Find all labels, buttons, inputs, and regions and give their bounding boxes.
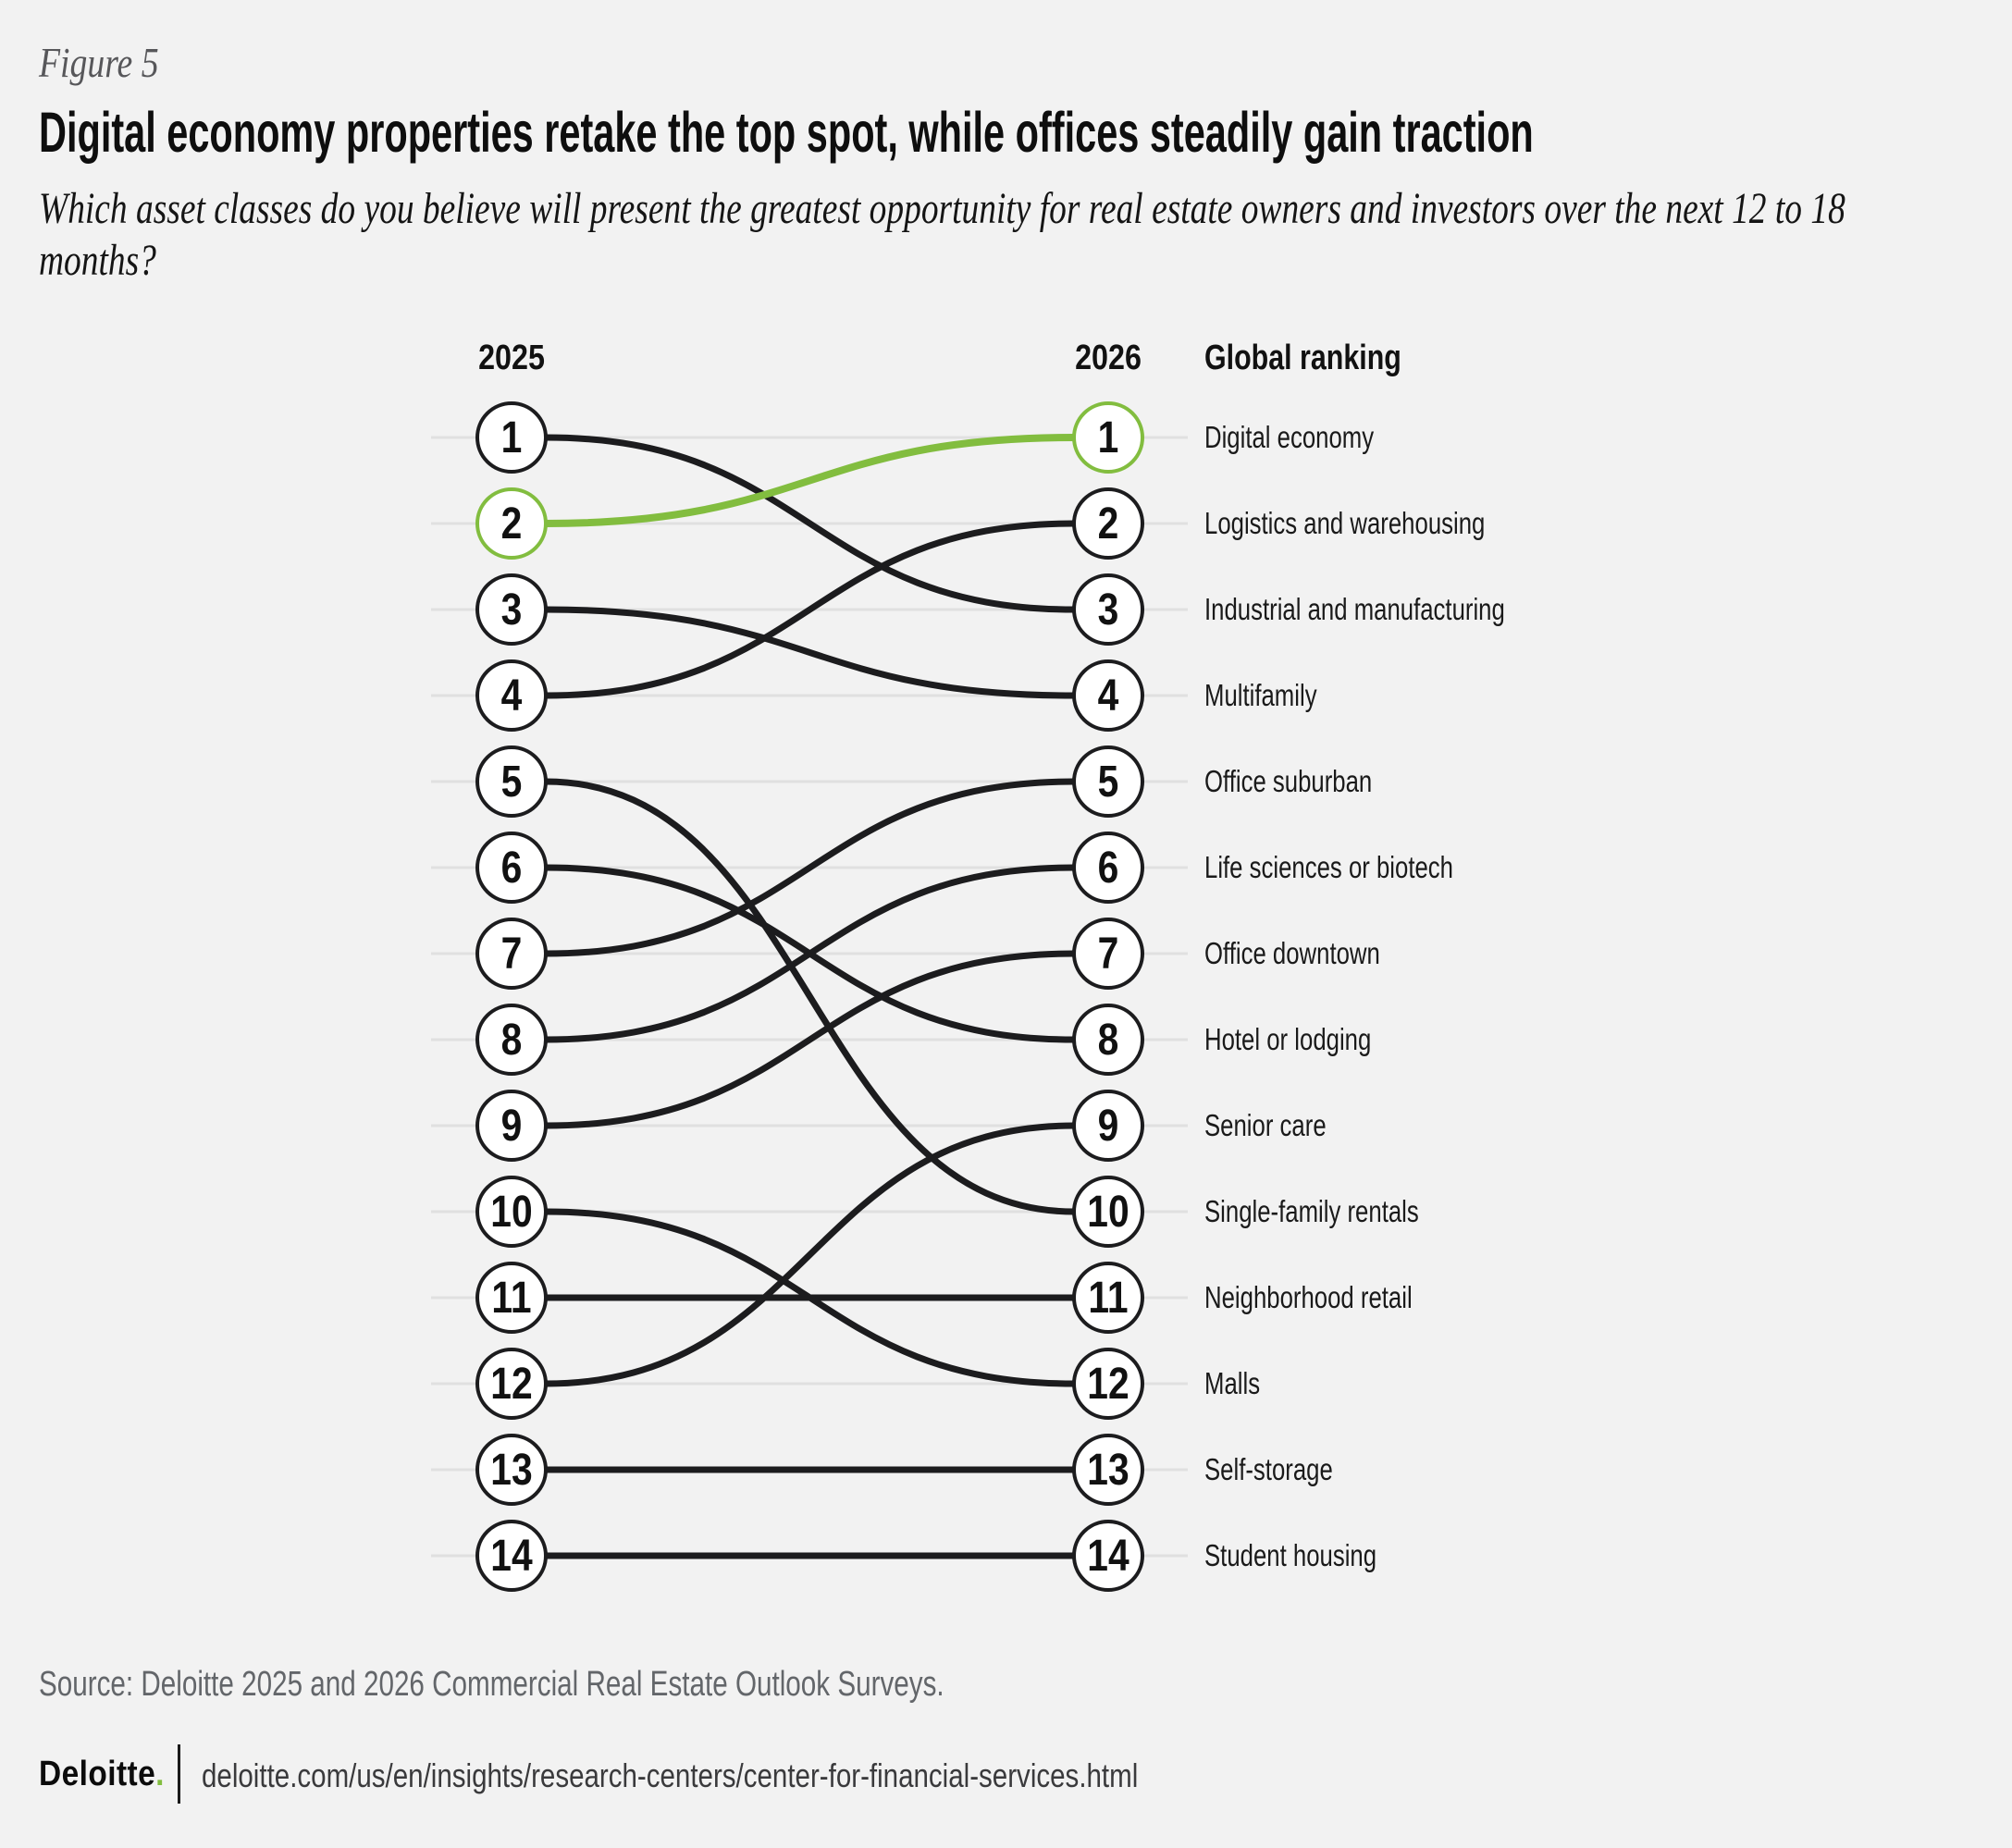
rank-circle-left bbox=[475, 832, 548, 904]
deloitte-logo-text: Deloitte bbox=[39, 1755, 156, 1793]
rank-number-2026: 3 bbox=[1097, 585, 1119, 634]
rank-circle-right bbox=[1072, 1434, 1144, 1506]
rank-number-2026: 7 bbox=[1097, 929, 1119, 979]
figure-label: Figure 5 bbox=[39, 39, 159, 86]
rank-number-2026: 8 bbox=[1097, 1015, 1119, 1065]
footer-divider bbox=[178, 1744, 180, 1804]
rank-circle-left bbox=[475, 1176, 548, 1248]
rank-number-2025: 11 bbox=[491, 1273, 532, 1323]
rank-number-2026: 11 bbox=[1088, 1273, 1129, 1323]
ranking-label: Malls bbox=[1204, 1366, 1261, 1400]
rank-circle-right bbox=[1072, 832, 1144, 904]
rank-circle-left bbox=[475, 1434, 548, 1506]
rank-circle-left bbox=[475, 1348, 548, 1420]
source-note: Source: Deloitte 2025 and 2026 Commercia… bbox=[39, 1665, 944, 1704]
rank-connector-line bbox=[545, 778, 1075, 1215]
rank-connector-line bbox=[545, 778, 1075, 957]
rank-circle-right bbox=[1072, 659, 1144, 732]
slope-chart-canvas bbox=[431, 401, 1188, 1592]
ranking-label: Office suburban bbox=[1204, 764, 1373, 798]
rank-connector-line bbox=[545, 950, 1075, 1129]
rank-number-2025: 7 bbox=[500, 929, 523, 979]
ranking-label: Industrial and manufacturing bbox=[1204, 592, 1505, 626]
rank-number-2026: 14 bbox=[1087, 1531, 1129, 1581]
rank-connector-line bbox=[545, 520, 1075, 699]
ranking-label: Self-storage bbox=[1204, 1452, 1333, 1486]
rank-number-2025: 4 bbox=[500, 671, 523, 721]
deloitte-logo-green-dot: . bbox=[155, 1755, 165, 1793]
rank-number-2026: 13 bbox=[1087, 1445, 1129, 1495]
rank-circle-left bbox=[475, 1004, 548, 1076]
ranking-label: Neighborhood retail bbox=[1204, 1280, 1413, 1314]
rank-number-2026: 2 bbox=[1097, 499, 1119, 548]
rank-number-2026: 1 bbox=[1097, 413, 1119, 462]
rank-circle-left bbox=[475, 1090, 548, 1162]
rank-connector-line bbox=[545, 434, 1075, 613]
rank-circle-right bbox=[1072, 1176, 1144, 1248]
rank-circle-right bbox=[1072, 487, 1144, 560]
ranking-label: Logistics and warehousing bbox=[1204, 506, 1486, 540]
rank-connector-line bbox=[545, 434, 1075, 527]
ranking-label: Life sciences or biotech bbox=[1204, 850, 1453, 884]
rank-circle-right bbox=[1072, 1262, 1144, 1334]
ranking-label: Digital economy bbox=[1204, 420, 1375, 454]
rank-number-2026: 10 bbox=[1087, 1187, 1129, 1237]
rank-connector-line bbox=[545, 606, 1075, 699]
rank-number-2026: 6 bbox=[1097, 843, 1119, 893]
ranking-label: Single-family rentals bbox=[1204, 1194, 1419, 1228]
column-header-2025: 2025 bbox=[478, 339, 545, 377]
rank-circle-left bbox=[475, 487, 548, 560]
ranking-label: Multifamily bbox=[1204, 678, 1317, 712]
rank-circle-left bbox=[475, 1520, 548, 1592]
rank-number-2025: 9 bbox=[500, 1101, 523, 1151]
rank-circle-right bbox=[1072, 401, 1144, 474]
rank-number-2025: 6 bbox=[500, 843, 523, 893]
rank-number-2025: 12 bbox=[490, 1359, 533, 1409]
footer-url[interactable]: deloitte.com/us/en/insights/research-cen… bbox=[202, 1756, 1139, 1794]
ranking-label: Senior care bbox=[1204, 1108, 1327, 1142]
column-header-2026: 2026 bbox=[1075, 339, 1142, 377]
rank-connector-line bbox=[545, 864, 1075, 1043]
chart-subtitle: Which asset classes do you believe will … bbox=[39, 184, 1845, 285]
rank-connector-line bbox=[545, 1122, 1075, 1387]
rank-number-2025: 5 bbox=[500, 757, 523, 807]
rank-circle-right bbox=[1072, 745, 1144, 818]
rank-circle-left bbox=[475, 1262, 548, 1334]
rank-circle-right bbox=[1072, 573, 1144, 646]
ranking-label: Office downtown bbox=[1204, 936, 1380, 970]
rank-number-2025: 2 bbox=[500, 499, 523, 548]
rank-circle-left bbox=[475, 573, 548, 646]
rank-number-2026: 5 bbox=[1097, 757, 1119, 807]
rank-number-2025: 1 bbox=[500, 413, 523, 462]
ranking-label: Hotel or lodging bbox=[1204, 1022, 1372, 1056]
rank-circle-right bbox=[1072, 1520, 1144, 1592]
rank-number-2026: 9 bbox=[1097, 1101, 1119, 1151]
rank-circle-left bbox=[475, 745, 548, 818]
ranking-label: Student housing bbox=[1204, 1538, 1377, 1572]
rank-circle-right bbox=[1072, 918, 1144, 990]
rank-circle-right bbox=[1072, 1090, 1144, 1162]
rank-circle-left bbox=[475, 401, 548, 474]
rank-circle-left bbox=[475, 918, 548, 990]
rank-number-2025: 14 bbox=[490, 1531, 533, 1581]
rank-circle-right bbox=[1072, 1348, 1144, 1420]
rank-number-2025: 8 bbox=[500, 1015, 523, 1065]
rank-number-2025: 13 bbox=[490, 1445, 533, 1495]
deloitte-logo: Deloitte. bbox=[39, 1754, 165, 1794]
rank-circle-right bbox=[1072, 1004, 1144, 1076]
chart-title: Digital economy properties retake the to… bbox=[39, 101, 1534, 164]
rank-number-2026: 4 bbox=[1097, 671, 1119, 721]
rank-number-2025: 10 bbox=[490, 1187, 533, 1237]
rank-circle-left bbox=[475, 659, 548, 732]
global-ranking-header: Global ranking bbox=[1204, 339, 1401, 377]
rank-number-2025: 3 bbox=[500, 585, 523, 634]
rank-number-2026: 12 bbox=[1087, 1359, 1129, 1409]
rank-connector-line bbox=[545, 1208, 1075, 1387]
